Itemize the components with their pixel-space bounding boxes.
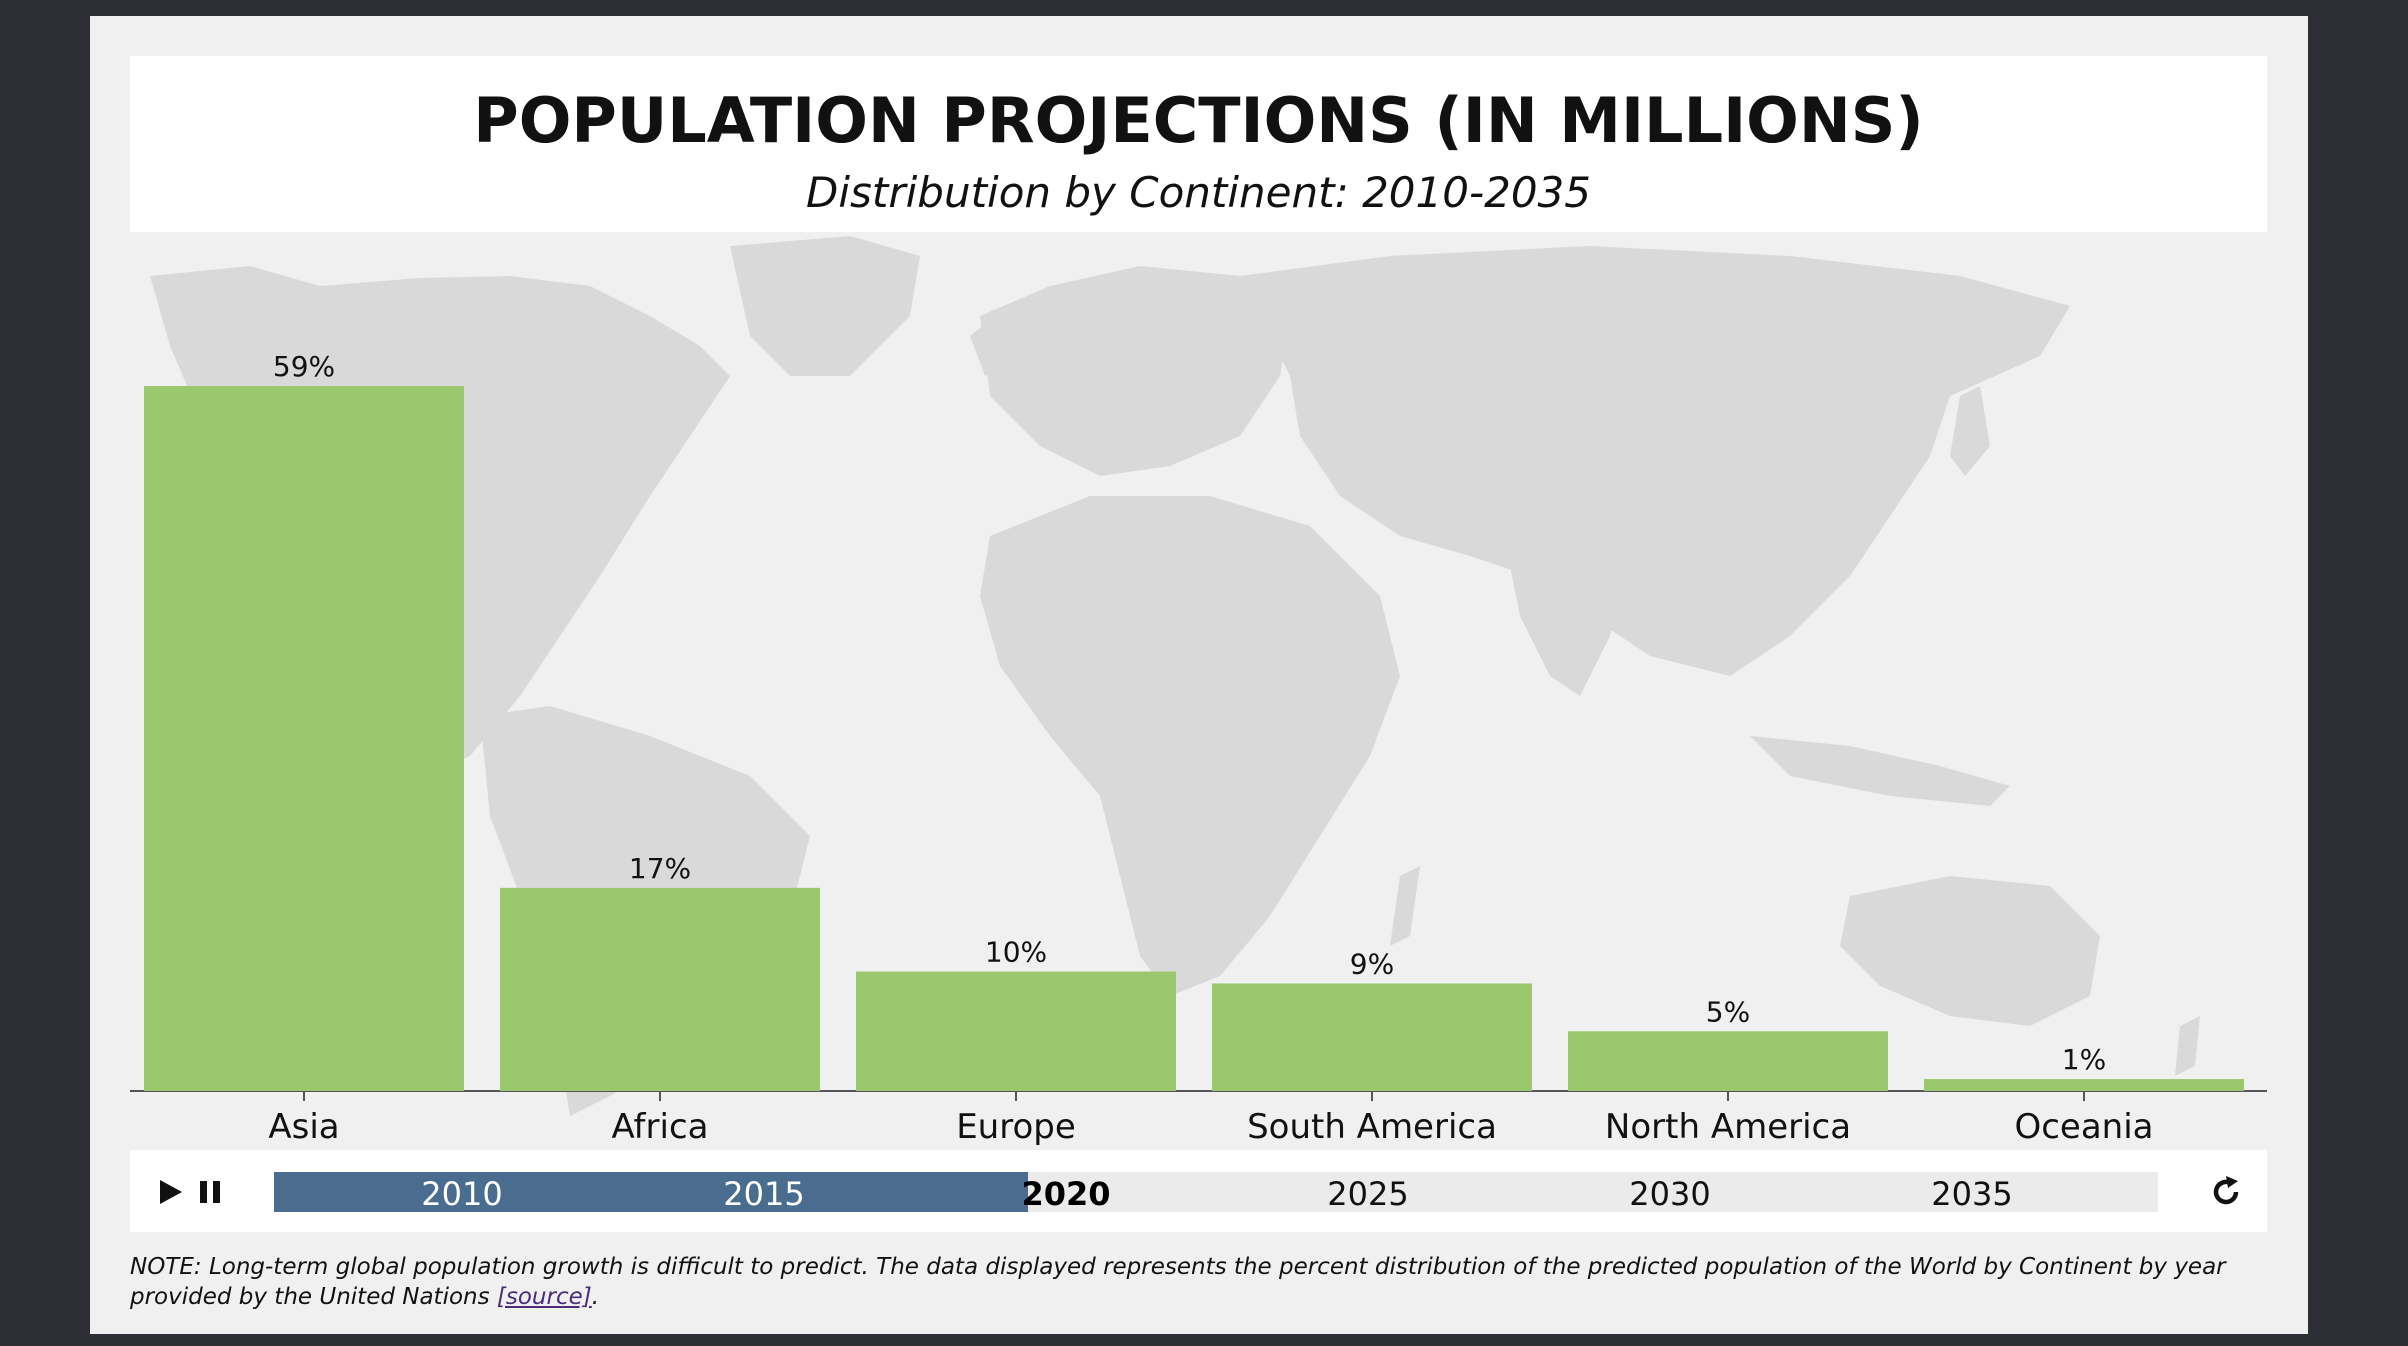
bar-oceania (1924, 1079, 2244, 1091)
chart-panel: 59% Asia 17% Africa 10% Europe 9% South America… (90, 16, 2308, 1334)
category-label: South America (1247, 1107, 1497, 1146)
replay-icon (2213, 1176, 2239, 1205)
timeline-slider[interactable]: 2010 2015 2020 2025 2030 2035 (274, 1172, 2158, 1213)
timeline-year-2025[interactable]: 2025 (1327, 1175, 1409, 1213)
map-asia (1240, 246, 2070, 676)
map-japan (1950, 386, 1990, 476)
bar-asia (144, 386, 464, 1091)
world-map-background (150, 236, 2200, 1116)
category-label: Asia (268, 1107, 339, 1146)
category-label: Europe (956, 1107, 1076, 1146)
timeline-controls: 2010 2015 2020 2025 2030 2035 (130, 1150, 2267, 1232)
value-label: 9% (1350, 947, 1394, 980)
chart-svg: 59% Asia 17% Africa 10% Europe 9% South America… (130, 236, 2267, 1146)
value-label: 59% (273, 350, 335, 383)
chart-subtitle: Distribution by Continent: 2010-2035 (806, 168, 1591, 217)
footnote: NOTE: Long-term global population growth… (130, 1252, 2280, 1312)
note-text: NOTE: Long-term global population growth… (130, 1254, 2226, 1310)
map-india (1510, 566, 1620, 696)
timeline-year-2030[interactable]: 2030 (1629, 1175, 1711, 1213)
replay-button[interactable] (2206, 1172, 2246, 1212)
bar-europe (856, 971, 1176, 1091)
chart-title: POPULATION PROJECTIONS (IN MILLIONS) (473, 84, 1924, 157)
chart-header: POPULATION PROJECTIONS (IN MILLIONS) Dis… (130, 56, 2267, 232)
timeline-year-2010[interactable]: 2010 (421, 1175, 503, 1213)
source-link[interactable]: [source] (496, 1284, 592, 1310)
play-icon (160, 1180, 182, 1204)
map-new-zealand (2175, 1016, 2200, 1076)
bar-north-america (1568, 1031, 1888, 1091)
category-label: Africa (612, 1107, 709, 1146)
value-label: 10% (985, 936, 1047, 969)
category-label: Oceania (2014, 1107, 2153, 1146)
note-suffix: . (591, 1284, 600, 1310)
category-label: North America (1605, 1107, 1851, 1146)
pause-icon (200, 1181, 220, 1203)
timeline-year-2015[interactable]: 2015 (723, 1175, 805, 1213)
timeline-year-2020[interactable]: 2020 (1021, 1175, 1111, 1213)
pause-button[interactable] (192, 1172, 232, 1212)
map-europe (980, 266, 1290, 476)
map-uk (970, 316, 1005, 376)
bar-africa (500, 887, 820, 1091)
timeline-year-2035[interactable]: 2035 (1931, 1175, 2013, 1213)
map-australia (1840, 876, 2100, 1026)
value-label: 1% (2062, 1043, 2106, 1076)
map-madagascar (1390, 866, 1420, 946)
map-africa (980, 496, 1400, 996)
map-indonesia (1750, 736, 2010, 806)
timeline-progress (274, 1172, 1028, 1212)
map-greenland (730, 236, 920, 376)
value-label: 17% (629, 852, 691, 885)
value-label: 5% (1706, 995, 1750, 1028)
play-button[interactable] (152, 1172, 192, 1212)
bar-south-america (1212, 983, 1532, 1091)
